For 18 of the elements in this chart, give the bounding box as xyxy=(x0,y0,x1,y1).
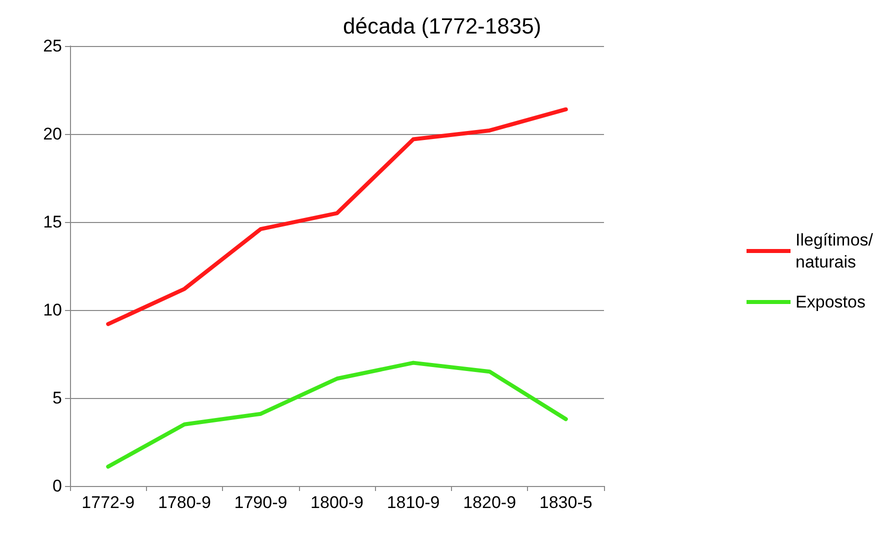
x-tick-label: 1820-9 xyxy=(463,493,516,512)
x-tick-label: 1780-9 xyxy=(158,493,211,512)
legend-label: Expostos xyxy=(796,292,866,312)
y-tick-label: 25 xyxy=(43,36,62,56)
legend-label: Ilegítimos/ naturais xyxy=(796,230,874,272)
x-tick-label: 1830-5 xyxy=(539,493,592,512)
line-series xyxy=(106,360,568,469)
y-tick-label: 10 xyxy=(43,300,62,320)
x-tick-label: 1810-9 xyxy=(386,493,440,512)
y-tick-label: 20 xyxy=(43,124,62,144)
x-tick-label: 1790-9 xyxy=(234,493,288,512)
y-tick-label: 15 xyxy=(43,212,62,232)
x-tick-label: 1800-9 xyxy=(310,493,364,512)
chart-title: década (1772-1835) xyxy=(343,14,542,38)
y-tick-label: 0 xyxy=(52,476,62,496)
x-tick-label: 1772-9 xyxy=(82,493,135,512)
y-tick-label: 5 xyxy=(52,388,62,408)
line-series xyxy=(106,107,568,326)
